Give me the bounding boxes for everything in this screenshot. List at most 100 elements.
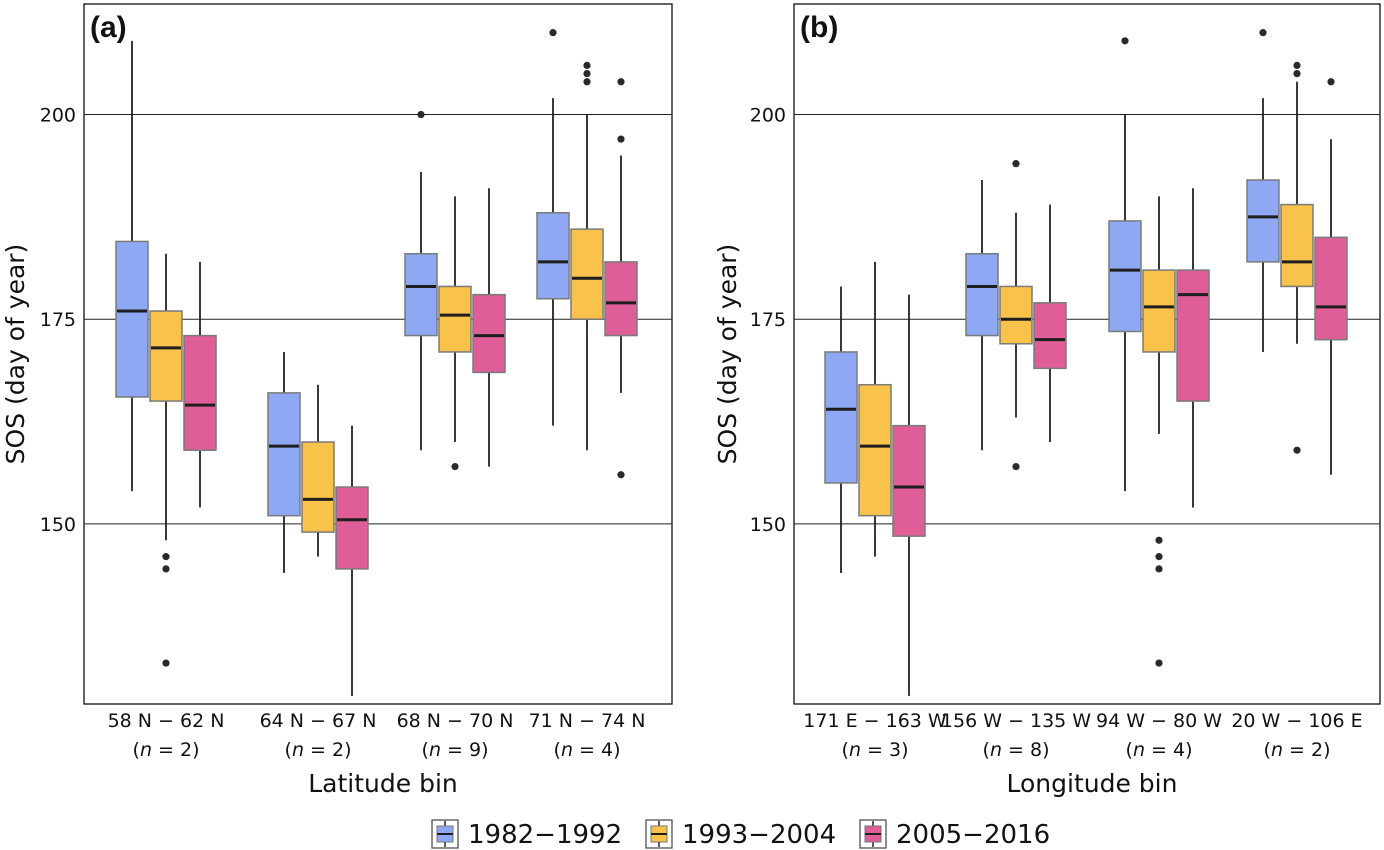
x-tick-sample-size: (n = 3) [842,739,909,761]
box-1982−1992 [115,40,149,492]
legend-key-frame [859,819,887,849]
box-body [1142,269,1176,353]
sample-size-prefix: ( [133,739,140,761]
box-body [604,261,638,337]
box-body [1108,220,1142,333]
panel-label: (a) [90,11,127,44]
sample-size-symbol: n [292,739,304,761]
sample-size-prefix: ( [1264,739,1271,761]
outlier-point [1155,553,1163,561]
sample-size-symbol: n [429,739,441,761]
box-body [335,486,369,570]
outlier-point [162,565,170,573]
legend-key-frame [431,819,459,849]
outlier-point [617,135,625,143]
box-body [1246,179,1280,263]
outlier-point [1293,61,1301,70]
box-1982−1992 [1108,37,1142,492]
plot-frame [793,3,1381,705]
y-tick-label: 175 [40,309,76,331]
outlier-point [1155,536,1163,544]
x-tick-sample-size: (n = 2) [1264,739,1331,761]
box-1982−1992 [404,110,438,451]
box-2005−2016 [1314,78,1348,475]
outlier-point [583,78,591,86]
y-tick-label: 200 [750,105,786,127]
box-1993−2004 [1142,196,1176,667]
box-2005−2016 [604,78,638,479]
box-1993−2004 [149,253,183,667]
box-body [999,285,1033,345]
sample-size-symbol: n [140,739,152,761]
panel-label: (b) [800,11,838,44]
box-body [824,351,858,484]
legend-label: 1993−2004 [682,820,836,850]
box-body [267,392,301,517]
sample-size-prefix: ( [983,739,990,761]
x-axis-label: Latitude bin [308,769,458,798]
legend-key-frame [645,819,673,849]
box-2005−2016 [1176,188,1210,508]
sample-size-value: = 2) [152,739,200,761]
sample-size-prefix: ( [842,739,849,761]
box-body [149,310,183,402]
y-axis-label: SOS (day of year) [1,244,30,465]
sample-size-symbol: n [1133,739,1145,761]
y-tick-label: 200 [40,105,76,127]
outlier-point [1293,69,1301,78]
sample-size-prefix: ( [1126,739,1133,761]
outlier-point [583,69,591,78]
sample-size-prefix: ( [285,739,292,761]
box-2005−2016 [183,261,217,508]
box-body [570,228,604,320]
outlier-point [417,110,425,119]
box-2005−2016 [1033,204,1067,443]
box-body [1033,302,1067,370]
x-tick-sample-size: (n = 2) [285,739,352,761]
x-tick-sample-size: (n = 2) [133,739,200,761]
x-tick-label: 64 N − 67 N [260,710,377,732]
box-1993−2004 [570,61,604,451]
outlier-point [1327,78,1335,86]
box-2005−2016 [335,425,369,696]
x-tick-label: 71 N − 74 N [529,710,646,732]
sample-size-value: = 9) [441,739,489,761]
legend-item: 1993−2004 [645,819,836,850]
outlier-point [451,462,459,471]
x-tick-label: 156 W − 135 W [941,710,1091,732]
x-axis-label: Longitude bin [1007,769,1178,798]
x-tick-label: 20 W − 106 E [1231,710,1362,732]
sample-size-value: = 2) [1283,739,1331,761]
box-body [858,383,892,517]
x-tick-label: 58 N − 62 N [108,710,225,732]
outlier-point [583,61,591,70]
box-body [1280,203,1314,288]
legend-item: 2005−2016 [859,819,1050,850]
sample-size-prefix: ( [554,739,561,761]
legend-item: 1982−1992 [431,819,622,850]
legend-label: 1982−1992 [468,820,622,850]
sample-size-prefix: ( [422,739,429,761]
box-body [301,441,335,533]
outlier-point [1155,565,1163,573]
box-1993−2004 [858,261,892,557]
sample-size-symbol: n [990,739,1002,761]
y-tick-label: 150 [40,514,76,536]
box-1993−2004 [438,196,472,471]
x-tick-sample-size: (n = 8) [983,739,1050,761]
box-2005−2016 [472,188,506,467]
box-1982−1992 [965,180,999,451]
box-body [438,285,472,353]
box-body [1176,269,1210,402]
outlier-point [162,659,170,667]
box-1993−2004 [301,384,335,557]
y-tick-label: 150 [750,514,786,536]
x-tick-sample-size: (n = 9) [422,739,489,761]
x-tick-sample-size: (n = 4) [554,739,621,761]
box-body [183,334,217,451]
x-tick-label: 171 E − 163 W [803,710,947,732]
sample-size-value: = 3) [861,739,909,761]
box-1993−2004 [1280,61,1314,454]
